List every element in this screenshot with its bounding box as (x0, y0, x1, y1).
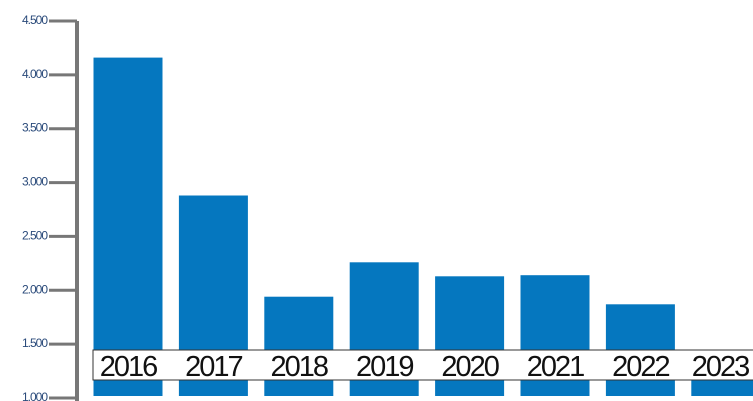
category-label-2016: 2016 (100, 351, 157, 383)
category-label-2018: 2018 (271, 351, 328, 383)
category-label-2020: 2020 (441, 351, 498, 383)
category-label-2023: 2023 (692, 351, 749, 383)
y-axis: 1.000 1.500 2.000 2.500 3.000 3.500 4.000 4.500 (22, 13, 79, 401)
y-tick-label: 2.000 (22, 282, 48, 296)
category-label-box (92, 349, 753, 381)
category-label-2019: 2019 (356, 351, 413, 383)
category-label-2021: 2021 (527, 351, 584, 383)
y-tick-label: 2.500 (22, 228, 48, 242)
bar-2016 (93, 57, 163, 396)
y-tick-label: 3.000 (22, 175, 48, 189)
y-tick-label: 1.000 (22, 390, 48, 401)
y-tick-label: 4.000 (22, 67, 48, 81)
y-tick-label: 4.500 (22, 13, 48, 27)
bars-layer (93, 57, 753, 396)
category-label-strip: 2016 2017 2018 2019 2020 2021 2022 2023 (92, 349, 753, 383)
y-tick-label: 3.500 (22, 121, 48, 135)
category-label-2022: 2022 (612, 351, 669, 383)
y-tick-label: 1.500 (22, 336, 48, 350)
category-label-2017: 2017 (185, 351, 242, 383)
